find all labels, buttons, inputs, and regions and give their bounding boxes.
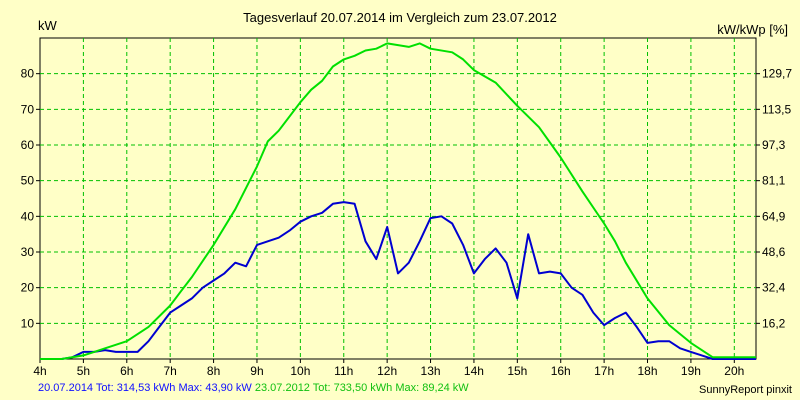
- y-tick-label-right: 16,2: [762, 316, 786, 330]
- credit-text: SunnyReport pinxit: [699, 384, 792, 396]
- series-line-1: [40, 201, 756, 360]
- x-tick-label: 9h: [250, 364, 263, 378]
- legend-series-2: 23.07.2012 Tot: 733,50 kWh Max: 89,24 kW: [254, 382, 469, 394]
- y-axis-label-left: kW: [38, 18, 57, 33]
- y-tick-label-right: 48,6: [762, 245, 786, 259]
- x-tick-label: 8h: [207, 364, 220, 378]
- x-tick-label: 17h: [594, 364, 614, 378]
- chart-title: Tagesverlauf 20.07.2014 im Vergleich zum…: [243, 10, 557, 25]
- x-tick-label: 18h: [637, 364, 657, 378]
- y-tick-label-left: 80: [21, 67, 35, 81]
- y-tick-label-right: 129,7: [762, 67, 792, 81]
- y-tick-label-left: 20: [21, 281, 35, 295]
- legend-series-1: 20.07.2014 Tot: 314,53 kWh Max: 43,90 kW: [38, 382, 252, 394]
- x-tick-label: 15h: [507, 364, 527, 378]
- y-tick-label-left: 10: [21, 316, 35, 330]
- y-tick-label-left: 50: [21, 174, 35, 188]
- y-tick-label-right: 32,4: [762, 281, 786, 295]
- legend: 20.07.2014 Tot: 314,53 kWh Max: 43,90 kW…: [38, 382, 469, 394]
- y-tick-label-left: 60: [21, 138, 35, 152]
- series-line-2: [40, 42, 756, 360]
- x-tick-label: 10h: [290, 364, 310, 378]
- y-tick-label-left: 70: [21, 102, 35, 116]
- x-tick-label: 7h: [164, 364, 177, 378]
- x-tick-label: 16h: [551, 364, 571, 378]
- x-tick-label: 14h: [464, 364, 484, 378]
- y-tick-label-right: 81,1: [762, 174, 786, 188]
- y-tick-label-right: 97,3: [762, 138, 786, 152]
- y-tick-label-right: 64,9: [762, 209, 786, 223]
- plot-frame: [39, 37, 757, 360]
- x-tick-label: 4h: [33, 364, 46, 378]
- y-tick-label-right: 113,5: [762, 102, 791, 116]
- y-axis-label-right: kW/kWp [%]: [717, 22, 788, 37]
- x-tick-label: 11h: [334, 364, 353, 378]
- x-tick-label: 19h: [681, 364, 701, 378]
- y-tick-label-left: 30: [21, 245, 35, 259]
- x-tick-label: 5h: [77, 364, 90, 378]
- x-tick-label: 12h: [377, 364, 397, 378]
- x-tick-label: 20h: [724, 364, 744, 378]
- y-tick-label-left: 40: [21, 209, 35, 223]
- x-tick-label: 13h: [421, 364, 441, 378]
- x-tick-label: 6h: [120, 364, 133, 378]
